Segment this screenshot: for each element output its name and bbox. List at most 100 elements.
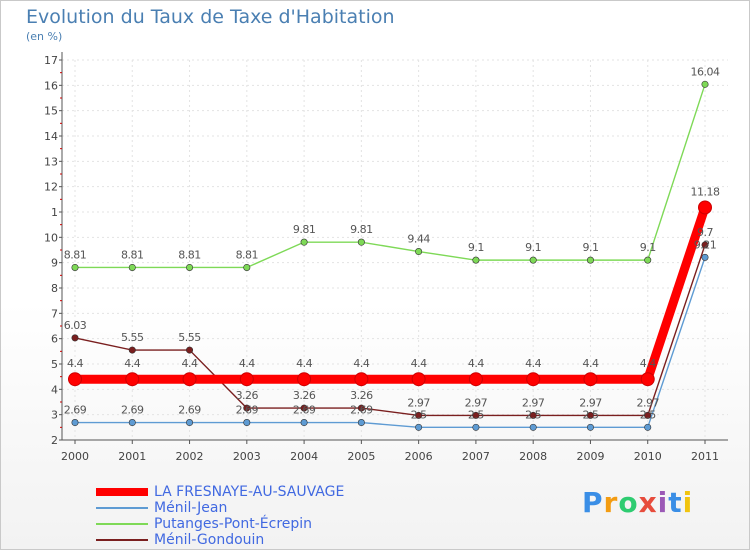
series-line <box>75 257 706 429</box>
data-point <box>128 263 136 271</box>
y-tick-label: 17 <box>44 54 58 67</box>
data-point <box>701 241 709 249</box>
data-label: 8.81 <box>178 248 201 261</box>
data-point <box>698 200 712 215</box>
data-label: 4.4 <box>525 357 541 370</box>
data-label: 2.5 <box>640 408 656 421</box>
data-label: 2.97 <box>407 396 430 409</box>
legend-label: LA FRESNAYE-AU-SAUVAGE <box>154 484 345 500</box>
data-point <box>182 372 197 387</box>
series-line <box>75 84 706 269</box>
y-tick-label: 10 <box>44 231 58 244</box>
data-point <box>239 372 254 387</box>
data-label: 2.97 <box>465 396 488 409</box>
data-label: 2.5 <box>525 408 541 421</box>
logo-letter: i <box>682 486 694 519</box>
data-point <box>357 419 365 427</box>
data-label: 4.4 <box>411 357 427 370</box>
data-point <box>71 263 79 271</box>
proxiti-logo: Proxiti <box>582 486 693 519</box>
data-label: 9.1 <box>582 241 598 254</box>
data-label: 9.1 <box>525 241 541 254</box>
data-label: 9.21 <box>694 238 717 251</box>
data-label: 4.4 <box>640 357 656 370</box>
x-tick-label: 2005 <box>347 450 375 463</box>
data-point <box>415 411 423 419</box>
y-tick-label: 5 <box>51 358 58 371</box>
data-label: 2.97 <box>579 396 602 409</box>
series-line <box>75 206 710 384</box>
data-label: 9.81 <box>293 223 316 236</box>
data-label: 5.55 <box>178 331 201 344</box>
data-point <box>71 419 79 427</box>
data-label: 2.69 <box>293 404 316 417</box>
data-point <box>644 411 652 419</box>
x-tick-label: 2009 <box>576 450 604 463</box>
data-point <box>300 238 308 246</box>
legend-swatch <box>96 488 148 496</box>
data-point <box>354 372 369 387</box>
x-tick-label: 2001 <box>118 450 146 463</box>
data-point <box>526 372 541 387</box>
data-point <box>640 372 655 387</box>
data-label: 4.4 <box>124 357 140 370</box>
data-label: 2.69 <box>121 404 144 417</box>
line-chart: 2 3 4 5 6 7 8 9 10 1 12 13 14 15 16 17 2000 2001 2002 2003 2… <box>44 52 728 463</box>
x-tick-label: 2007 <box>462 450 490 463</box>
legend-item: Putanges-Pont-Écrepin <box>96 516 396 532</box>
data-label: 11.18 <box>691 185 720 198</box>
chart-title: Evolution du Taux de Taxe d'Habitation <box>26 6 395 28</box>
legend-swatch <box>96 507 148 509</box>
data-label: 3.26 <box>293 389 316 402</box>
data-point <box>415 423 423 431</box>
y-tick-label: 1 <box>51 206 58 219</box>
legend-label: Ménil-Jean <box>154 500 228 516</box>
data-point <box>300 404 308 412</box>
data-label: 9.1 <box>640 241 656 254</box>
y-tick-label: 6 <box>51 333 58 346</box>
y-tick-label: 7 <box>51 307 58 320</box>
logo-letter: x <box>638 486 658 519</box>
data-label: 4.4 <box>582 357 598 370</box>
data-point <box>586 256 594 264</box>
x-tick-label: 2002 <box>176 450 204 463</box>
data-label: 4.4 <box>468 357 484 370</box>
data-label: 4.4 <box>182 357 198 370</box>
legend-item: Ménil-Jean <box>96 500 396 516</box>
data-point <box>701 80 709 88</box>
data-point <box>644 256 652 264</box>
data-point <box>125 372 140 387</box>
data-label: 3.26 <box>350 389 373 402</box>
x-tick-label: 2006 <box>405 450 433 463</box>
data-label: 6.03 <box>64 319 87 332</box>
data-label: 2.69 <box>64 404 87 417</box>
data-point <box>243 263 251 271</box>
data-point <box>472 256 480 264</box>
data-label: 2.5 <box>582 408 598 421</box>
data-point <box>186 346 194 354</box>
y-tick-label: 2 <box>51 434 58 447</box>
x-tick-label: 2011 <box>691 450 719 463</box>
data-point <box>357 404 365 412</box>
y-tick-label: 12 <box>44 181 58 194</box>
data-label: 9.44 <box>407 233 430 246</box>
x-tick-label: 2008 <box>519 450 547 463</box>
chart-subtitle: (en %) <box>26 30 63 43</box>
data-label: 4.4 <box>353 357 369 370</box>
data-label: 16.04 <box>691 65 720 78</box>
data-point <box>186 419 194 427</box>
series-line <box>74 244 706 417</box>
data-label: 8.81 <box>236 248 259 261</box>
legend-label: Ménil-Gondouin <box>154 532 265 548</box>
data-label: 8.81 <box>64 248 87 261</box>
legend-swatch <box>96 523 148 525</box>
data-point <box>71 334 79 342</box>
data-label: 2.97 <box>522 396 545 409</box>
data-point <box>586 411 594 419</box>
y-tick-label: 9 <box>51 257 58 270</box>
data-point <box>297 372 312 387</box>
data-point <box>529 423 537 431</box>
data-label: 9.7 <box>697 226 713 239</box>
y-tick-label: 3 <box>51 409 58 422</box>
